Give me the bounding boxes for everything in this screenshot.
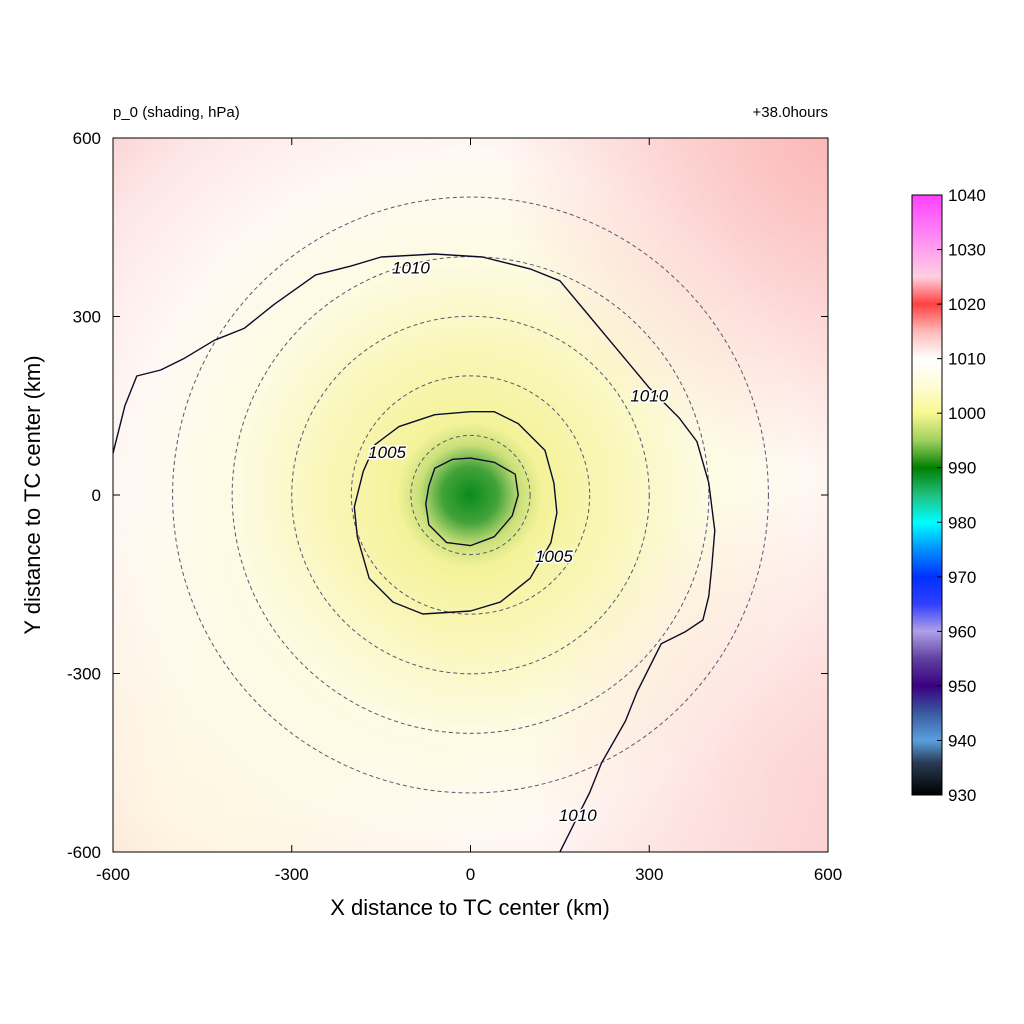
colorbar-tick-label: 930 xyxy=(948,786,976,805)
y-tick-label: 0 xyxy=(92,486,101,505)
range-ring-500 xyxy=(172,196,769,794)
x-tick-label: 600 xyxy=(814,865,842,884)
colorbar-tick-label: 950 xyxy=(948,677,976,696)
title-right: +38.0hours xyxy=(753,104,828,121)
isobar-label-1005-0: 1005 xyxy=(368,443,406,462)
y-axis-ticks: -600 -300 0 300 600 xyxy=(67,129,828,862)
colorbar-tick-label: 980 xyxy=(948,513,976,532)
colorbar-tick-label: 1040 xyxy=(948,186,986,205)
colorbar-tick-label: 990 xyxy=(948,459,976,478)
range-ring-100 xyxy=(410,434,531,556)
colorbar-tick-label: 1000 xyxy=(948,404,986,423)
y-tick-label: -300 xyxy=(67,665,101,684)
colorbar-tick-label: 1030 xyxy=(948,241,986,260)
isobar-label-1010-0: 1010 xyxy=(392,258,430,277)
y-tick-label: -600 xyxy=(67,843,101,862)
colorbar-tick-label: 970 xyxy=(948,568,976,587)
range-ring-300 xyxy=(291,315,650,675)
x-tick-label: -600 xyxy=(96,865,130,884)
plot-area: 1005 1005 1010 1010 1010 xyxy=(112,137,829,853)
colorbar-fill xyxy=(912,195,942,795)
colorbar-tick-label: 1010 xyxy=(948,350,986,369)
isobar-1005 xyxy=(353,411,558,615)
colorbar-tick-label: 1020 xyxy=(948,295,986,314)
title-left: p_0 (shading, hPa) xyxy=(113,104,240,121)
x-tick-label: 0 xyxy=(466,865,475,884)
x-axis-ticks: -600 -300 0 300 600 xyxy=(96,138,842,884)
isobar-contour-labels: 1005 1005 1010 1010 1010 xyxy=(367,257,671,826)
y-tick-label: 300 xyxy=(73,308,101,327)
y-axis-label: Y distance to TC center (km) xyxy=(20,355,45,634)
isobar-1000 xyxy=(425,457,519,547)
colorbar-frame xyxy=(911,194,943,796)
isobar-label-1005-1: 1005 xyxy=(535,547,573,566)
isobar-1010 xyxy=(113,253,716,852)
x-tick-label: -300 xyxy=(275,865,309,884)
pressure-field-southwest xyxy=(113,138,828,852)
range-ring-200 xyxy=(350,375,591,615)
y-tick-label: 600 xyxy=(73,129,101,148)
isobar-contours xyxy=(113,253,716,852)
colorbar-ticks: 1040 1030 1020 1010 1000 990 980 970 960 950 940 93… xyxy=(937,186,986,805)
colorbar-tick-label: 940 xyxy=(948,731,976,750)
colorbar: 1040 1030 1020 1010 1000 990 980 970 960 950 940 93… xyxy=(911,186,986,805)
colorbar-tick-label: 960 xyxy=(948,622,976,641)
x-tick-label: 300 xyxy=(635,865,663,884)
isobar-label-1010-2: 1010 xyxy=(559,806,597,825)
isobar-label-1010-1: 1010 xyxy=(630,386,668,405)
x-axis-label: X distance to TC center (km) xyxy=(330,895,610,920)
